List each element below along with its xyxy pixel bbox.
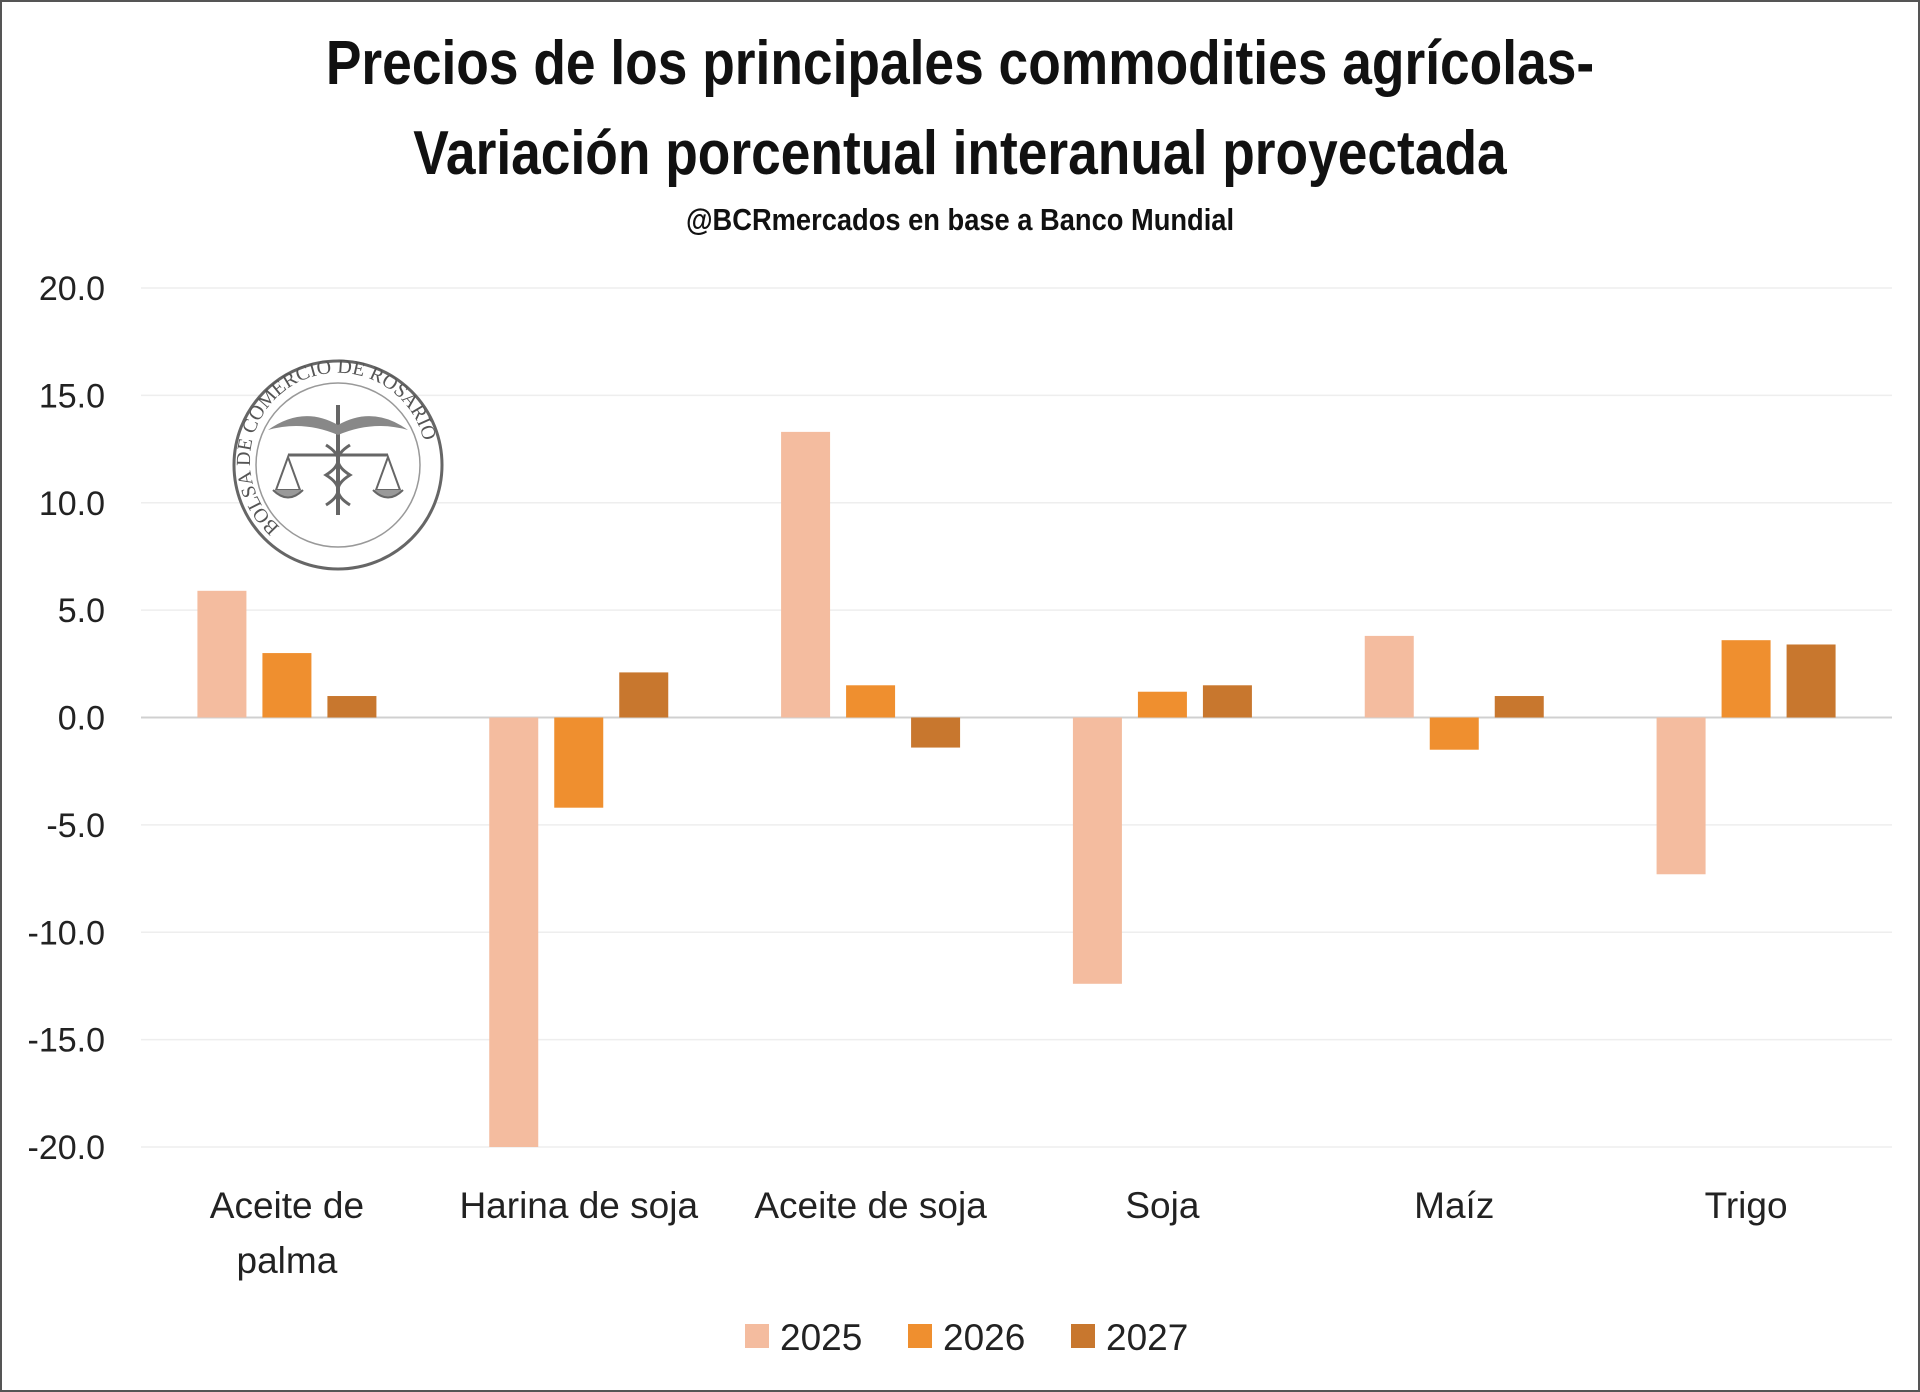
bar-2025-2: [781, 431, 831, 718]
bar-2027-5: [1786, 644, 1836, 718]
x-category-label: palma: [237, 1240, 338, 1281]
bar-2026-1: [554, 717, 604, 808]
y-tick-label: 10.0: [39, 485, 105, 523]
legend-swatch-2027: [1071, 1324, 1095, 1348]
x-category-label: Harina de soja: [459, 1185, 698, 1226]
y-tick-label: -20.0: [28, 1129, 106, 1167]
x-category-label: Aceite de: [210, 1185, 364, 1226]
bar-2025-4: [1364, 635, 1414, 718]
y-tick-label: 15.0: [39, 377, 105, 415]
legend-label-2026: 2026: [943, 1317, 1025, 1358]
y-tick-label: 0.0: [58, 700, 105, 738]
bar-2025-5: [1656, 717, 1706, 875]
legend-label-2025: 2025: [780, 1317, 862, 1358]
y-tick-label: 20.0: [39, 270, 105, 308]
bar-2026-5: [1721, 640, 1771, 718]
legend-label-2027: 2027: [1106, 1317, 1188, 1358]
bar-2027-2: [911, 717, 961, 748]
bar-2025-0: [197, 590, 247, 718]
bar-2026-2: [846, 685, 896, 718]
x-category-label: Soja: [1125, 1185, 1199, 1226]
bar-2025-3: [1072, 717, 1122, 984]
bar-2027-0: [327, 696, 377, 718]
chart-subtitle: @BCRmercados en base a Banco Mundial: [685, 202, 1235, 237]
y-tick-label: 5.0: [58, 592, 105, 630]
y-tick-label: -15.0: [28, 1022, 106, 1060]
bar-2027-3: [1202, 685, 1252, 718]
bar-2026-0: [262, 653, 312, 718]
x-category-label: Trigo: [1705, 1185, 1788, 1226]
bar-2027-1: [619, 672, 669, 718]
legend-swatch-2026: [908, 1324, 932, 1348]
bar-2025-1: [489, 717, 539, 1147]
x-category-label: Aceite de soja: [754, 1185, 987, 1226]
bar-2026-4: [1429, 717, 1479, 750]
y-tick-label: -5.0: [46, 807, 105, 845]
chart-title-line2: Variación porcentual interanual proyecta…: [413, 119, 1507, 188]
bar-2027-4: [1494, 696, 1544, 718]
legend-swatch-2025: [745, 1324, 769, 1348]
bar-2026-3: [1137, 691, 1187, 718]
y-tick-label: -10.0: [28, 914, 106, 952]
bcr-logo-seal: BOLSA DE COMERCIO DE ROSARIO: [232, 356, 444, 571]
chart-title-line1: Precios de los principales commodities a…: [325, 29, 1595, 98]
x-category-label: Maíz: [1414, 1185, 1494, 1226]
